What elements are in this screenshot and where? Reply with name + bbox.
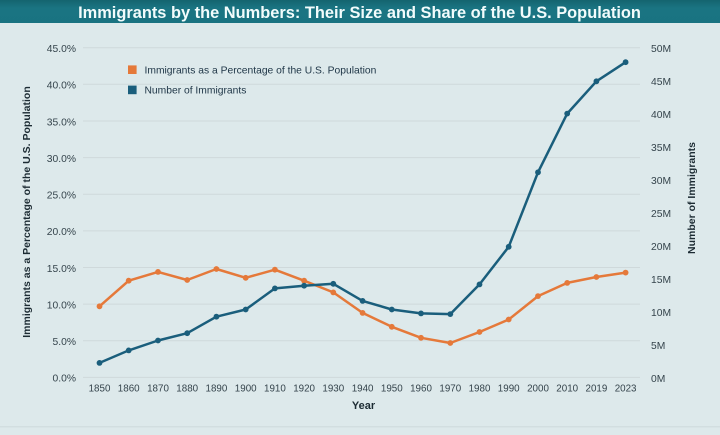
svg-text:2000: 2000 (527, 383, 549, 394)
svg-text:50M: 50M (651, 44, 671, 55)
svg-text:30M: 30M (651, 176, 671, 187)
svg-text:1950: 1950 (381, 383, 403, 394)
svg-text:25.0%: 25.0% (47, 191, 76, 202)
svg-text:20M: 20M (651, 242, 671, 253)
svg-text:Year: Year (352, 400, 376, 412)
svg-text:15M: 15M (651, 275, 671, 286)
svg-text:10M: 10M (651, 308, 671, 319)
svg-text:2010: 2010 (556, 383, 578, 394)
svg-text:2019: 2019 (586, 383, 608, 394)
svg-text:Number of Immigrants: Number of Immigrants (686, 142, 698, 254)
svg-text:1990: 1990 (498, 383, 520, 394)
svg-text:5M: 5M (651, 341, 665, 352)
svg-text:1870: 1870 (147, 383, 169, 394)
svg-text:15.0%: 15.0% (47, 264, 76, 275)
svg-text:Immigrants by the Numbers: The: Immigrants by the Numbers: Their Size an… (78, 4, 641, 22)
svg-text:0M: 0M (651, 374, 665, 385)
svg-text:1960: 1960 (410, 383, 432, 394)
svg-text:Immigrants as a Percentage of: Immigrants as a Percentage of the U.S. P… (21, 86, 33, 337)
svg-text:5.0%: 5.0% (53, 337, 76, 348)
svg-text:10.0%: 10.0% (47, 300, 76, 311)
svg-text:20.0%: 20.0% (47, 227, 76, 238)
svg-text:30.0%: 30.0% (47, 154, 76, 165)
svg-text:0.0%: 0.0% (53, 374, 76, 385)
svg-text:35M: 35M (651, 143, 671, 154)
svg-text:1880: 1880 (176, 383, 198, 394)
svg-text:25M: 25M (651, 209, 671, 220)
svg-text:45M: 45M (651, 77, 671, 88)
svg-text:1980: 1980 (469, 383, 491, 394)
svg-text:1850: 1850 (89, 383, 111, 394)
svg-text:2023: 2023 (615, 383, 637, 394)
svg-text:1970: 1970 (439, 383, 461, 394)
svg-text:1930: 1930 (322, 383, 344, 394)
svg-text:1910: 1910 (264, 383, 286, 394)
svg-text:Immigrants as a Percentage of: Immigrants as a Percentage of the U.S. P… (145, 66, 377, 77)
svg-text:40.0%: 40.0% (47, 81, 76, 92)
svg-text:35.0%: 35.0% (47, 117, 76, 128)
svg-text:1900: 1900 (235, 383, 257, 394)
svg-text:1890: 1890 (206, 383, 228, 394)
svg-text:1920: 1920 (293, 383, 315, 394)
svg-text:Number of Immigrants: Number of Immigrants (145, 86, 247, 97)
svg-text:40M: 40M (651, 110, 671, 121)
svg-text:1940: 1940 (352, 383, 374, 394)
svg-text:45.0%: 45.0% (47, 44, 76, 55)
svg-text:1860: 1860 (118, 383, 140, 394)
